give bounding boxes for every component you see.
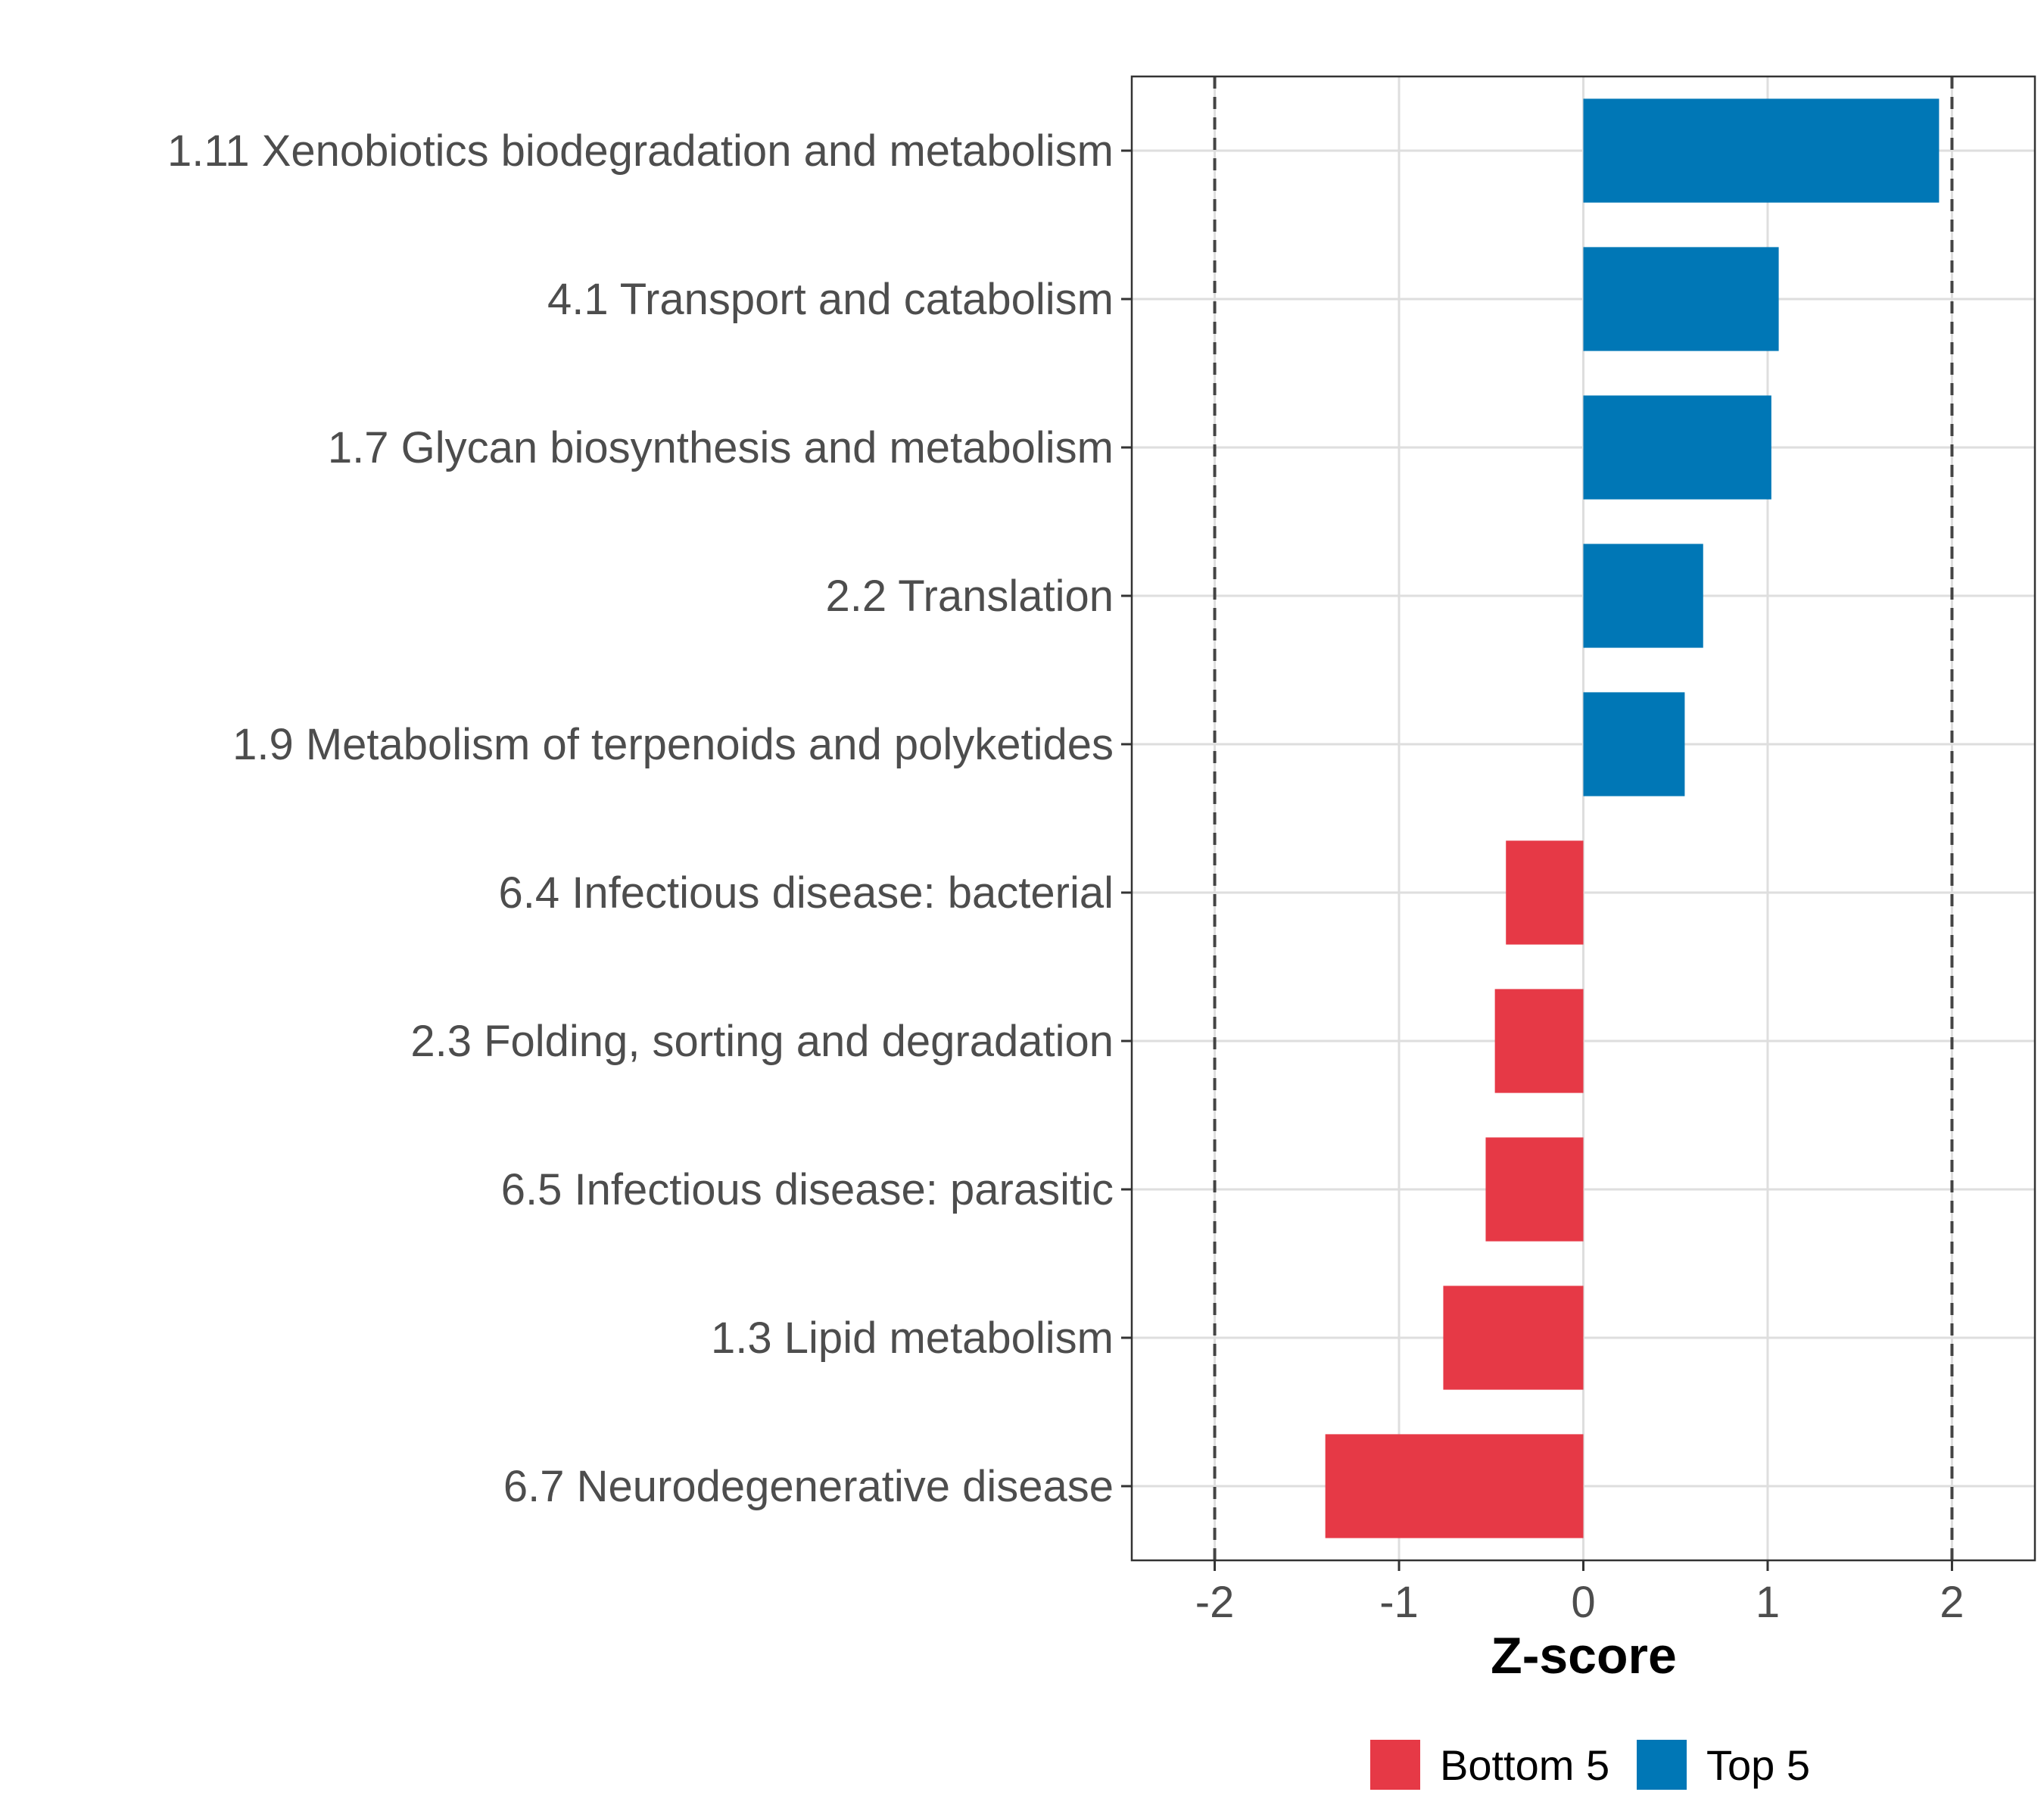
x-axis-title: Z-score (1491, 1627, 1677, 1685)
legend-swatch-bottom-5 (1370, 1740, 1420, 1790)
bar (1583, 544, 1703, 648)
y-axis: 1.11 Xenobiotics biodegradation and meta… (167, 126, 1132, 1511)
category-label: 1.7 Glycan biosynthesis and metabolism (328, 423, 1114, 472)
category-label: 6.5 Infectious disease: parasitic (501, 1165, 1114, 1214)
bar (1443, 1286, 1584, 1390)
category-label: 4.1 Transport and catabolism (547, 275, 1114, 324)
bar (1583, 692, 1685, 796)
legend-label-bottom-5: Bottom 5 (1440, 1741, 1609, 1789)
legend-swatch-top-5 (1637, 1740, 1687, 1790)
x-tick-label: -1 (1379, 1578, 1419, 1627)
x-tick-label: -2 (1195, 1578, 1235, 1627)
bar (1583, 247, 1779, 351)
category-label: 1.11 Xenobiotics biodegradation and meta… (167, 126, 1114, 176)
bar (1494, 989, 1584, 1093)
reference-lines (1213, 76, 1954, 1560)
category-label: 1.3 Lipid metabolism (711, 1314, 1114, 1363)
category-label: 2.3 Folding, sorting and degradation (410, 1017, 1114, 1066)
bar (1583, 395, 1771, 500)
bar (1485, 1137, 1584, 1242)
category-label: 1.9 Metabolism of terpenoids and polyket… (232, 720, 1114, 769)
x-axis: -2 -1 0 1 2 (1195, 1560, 1965, 1627)
x-tick-label: 1 (1756, 1578, 1780, 1627)
legend: Bottom 5 Top 5 (1370, 1740, 1810, 1790)
x-tick-label: 0 (1571, 1578, 1595, 1627)
x-tick-label: 2 (1940, 1578, 1964, 1627)
category-label: 6.4 Infectious disease: bacterial (499, 868, 1114, 918)
bar (1506, 840, 1584, 945)
category-label: 2.2 Translation (826, 572, 1114, 621)
legend-label-top-5: Top 5 (1706, 1741, 1810, 1789)
bar (1325, 1434, 1584, 1538)
bars (1325, 98, 1940, 1538)
category-label: 6.7 Neurodegenerative disease (503, 1462, 1114, 1511)
bar (1583, 98, 1940, 203)
